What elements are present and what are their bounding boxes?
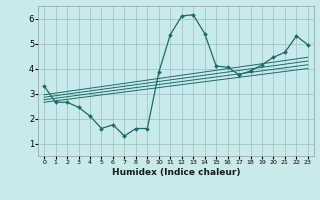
X-axis label: Humidex (Indice chaleur): Humidex (Indice chaleur) [112,168,240,177]
